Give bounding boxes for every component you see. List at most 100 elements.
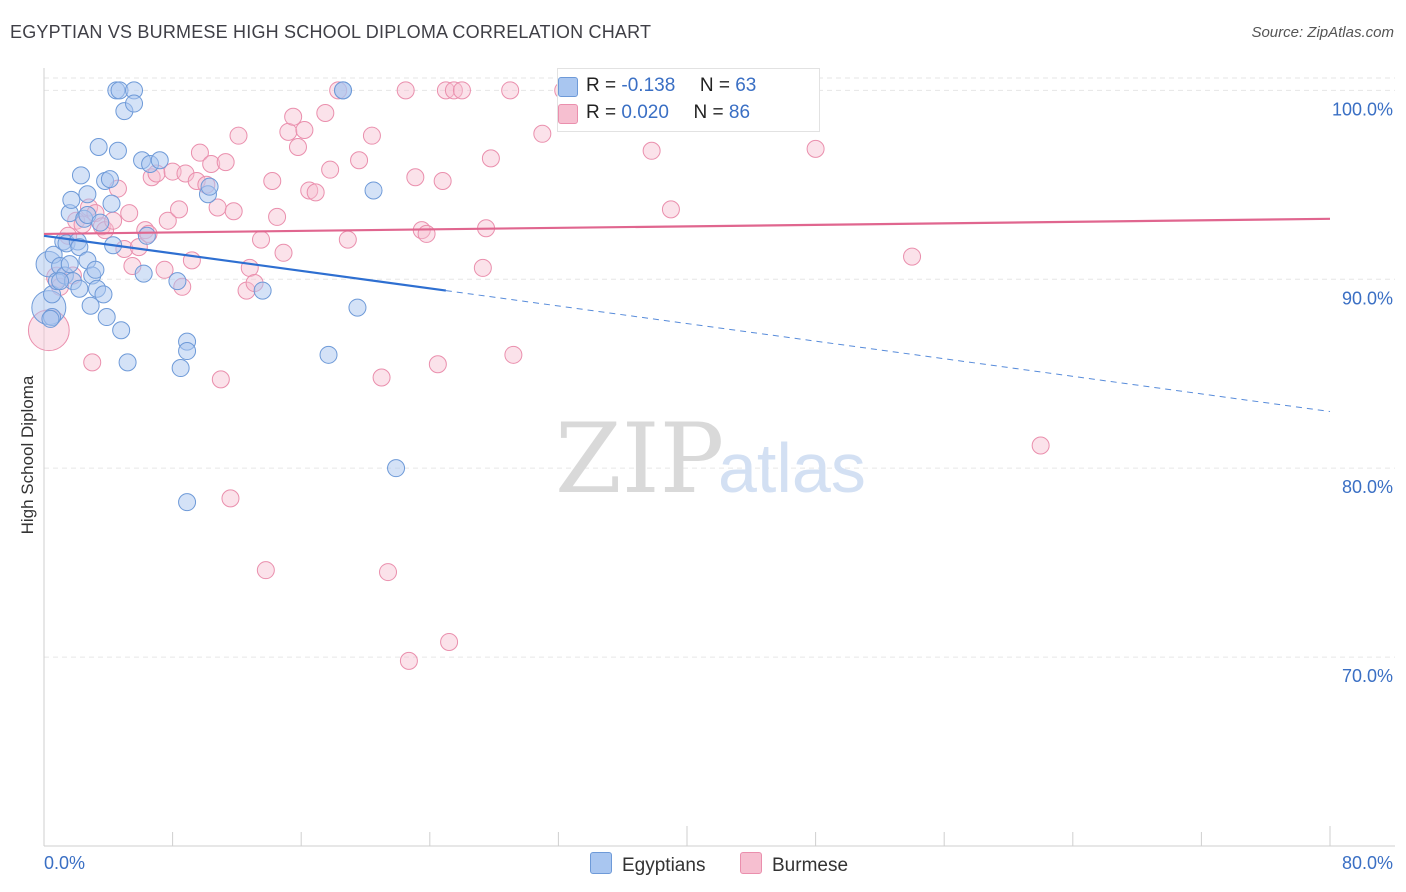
egyptian-point bbox=[364, 181, 383, 200]
burmese-point bbox=[481, 149, 500, 168]
burmese-point bbox=[417, 224, 436, 243]
egyptian-point bbox=[200, 177, 219, 196]
y-tick-label: 100.0% bbox=[1332, 99, 1393, 119]
burmese-point bbox=[202, 155, 221, 174]
burmese-point bbox=[263, 172, 282, 191]
egyptian-point bbox=[70, 279, 89, 298]
x-tick-label: 0.0% bbox=[44, 853, 85, 873]
burmese-point bbox=[274, 243, 293, 262]
legend-swatch-burmese bbox=[558, 104, 578, 124]
burmese-point bbox=[120, 204, 139, 223]
burmese-point bbox=[433, 172, 452, 191]
y-tick-label: 90.0% bbox=[1342, 288, 1393, 308]
burmese-point bbox=[158, 211, 177, 230]
egyptian-point bbox=[71, 166, 90, 185]
egyptian-point bbox=[91, 213, 110, 232]
egyptian-point bbox=[108, 141, 127, 160]
egyptian-point bbox=[97, 308, 116, 327]
egyptian-point bbox=[348, 298, 367, 317]
burmese-point bbox=[1031, 436, 1050, 455]
burmese-point bbox=[256, 561, 275, 580]
burmese-point bbox=[440, 632, 459, 651]
egyptian-point bbox=[253, 281, 272, 300]
egyptian-point bbox=[168, 272, 187, 291]
burmese-point bbox=[288, 138, 307, 157]
burmese-point bbox=[224, 202, 243, 221]
trend-lines bbox=[43, 217, 1331, 412]
chart-title: EGYPTIAN VS BURMESE HIGH SCHOOL DIPLOMA … bbox=[10, 22, 652, 42]
legend-r-label: R = bbox=[586, 102, 617, 123]
burmese-point bbox=[661, 200, 680, 219]
egyptian-point bbox=[137, 226, 156, 245]
watermark-zip: ZIP bbox=[555, 403, 724, 515]
burmese-point bbox=[903, 247, 922, 266]
bottom-legend-swatch-egyptians bbox=[590, 852, 612, 874]
burmese-point bbox=[379, 563, 398, 582]
burmese-point bbox=[284, 107, 303, 126]
legend-n-label: N = bbox=[699, 75, 730, 96]
burmese-point bbox=[252, 230, 271, 249]
bottom-legend-burmese[interactable]: Burmese bbox=[740, 852, 848, 877]
burmese-point bbox=[642, 141, 661, 160]
burmese-point bbox=[428, 355, 447, 374]
burmese-point bbox=[501, 81, 520, 100]
burmese-trend-line bbox=[43, 217, 1331, 236]
egyptian-point bbox=[178, 493, 197, 512]
burmese-point bbox=[362, 126, 381, 145]
burmese-point bbox=[306, 183, 325, 202]
burmese-point bbox=[295, 121, 314, 140]
egyptian-point bbox=[86, 260, 105, 279]
egyptian-point bbox=[78, 185, 97, 204]
bottom-legend-swatch-burmese bbox=[740, 852, 762, 874]
egyptian-point bbox=[112, 321, 131, 340]
y-axis-label: High School Diploma bbox=[18, 375, 37, 535]
source-label: Source: ZipAtlas.com bbox=[1251, 24, 1394, 41]
legend-n-burmese: 86 bbox=[728, 102, 751, 123]
egyptian-point bbox=[60, 255, 79, 274]
burmese-point bbox=[399, 651, 418, 670]
burmese-point bbox=[170, 200, 189, 219]
grid-lines bbox=[44, 77, 1395, 658]
axes bbox=[43, 68, 1395, 847]
burmese-point bbox=[300, 181, 319, 200]
egyptian-point bbox=[333, 81, 352, 100]
egyptian-point bbox=[319, 345, 338, 364]
tick-labels: 70.0% 80.0% 90.0% 100.0% 0.0% 80.0% bbox=[44, 99, 1393, 873]
egyptian-point bbox=[102, 194, 121, 213]
legend-row-egyptians: R = -0.138 N = 63 bbox=[558, 75, 757, 99]
egyptian-point bbox=[94, 285, 113, 304]
legend-swatch-egyptians bbox=[558, 77, 578, 97]
x-tick-label: 80.0% bbox=[1342, 853, 1393, 873]
egyptian-point bbox=[118, 353, 137, 372]
egyptian-point bbox=[81, 296, 100, 315]
egyptian-point bbox=[387, 459, 406, 478]
egyptian-point bbox=[178, 342, 197, 361]
legend-r-egyptians: -0.138 bbox=[621, 75, 676, 96]
legend-r-label: R = bbox=[586, 75, 617, 96]
egyptian-points bbox=[31, 81, 406, 512]
burmese-point bbox=[316, 104, 335, 123]
y-tick-label: 70.0% bbox=[1342, 666, 1393, 686]
burmese-point bbox=[321, 160, 340, 179]
burmese-point bbox=[406, 168, 425, 187]
burmese-point bbox=[190, 143, 209, 162]
egyptian-point bbox=[171, 359, 190, 378]
burmese-point bbox=[83, 353, 102, 372]
burmese-point bbox=[533, 124, 552, 143]
egyptian-point bbox=[70, 238, 89, 257]
egyptian-point bbox=[62, 190, 81, 209]
egyptian-point bbox=[100, 170, 119, 189]
y-tick-label: 80.0% bbox=[1342, 477, 1393, 497]
burmese-point bbox=[452, 81, 471, 100]
burmese-point bbox=[806, 139, 825, 158]
bottom-legend-egyptians[interactable]: Egyptians bbox=[590, 852, 705, 877]
burmese-point bbox=[350, 151, 369, 170]
burmese-point bbox=[221, 489, 240, 508]
legend-r-burmese: 0.020 bbox=[621, 102, 669, 123]
legend-n-label: N = bbox=[693, 102, 724, 123]
burmese-point bbox=[396, 81, 415, 100]
egyptian-point bbox=[150, 151, 169, 170]
legend-n-egyptians: 63 bbox=[735, 75, 757, 96]
egyptian-point bbox=[41, 309, 60, 328]
